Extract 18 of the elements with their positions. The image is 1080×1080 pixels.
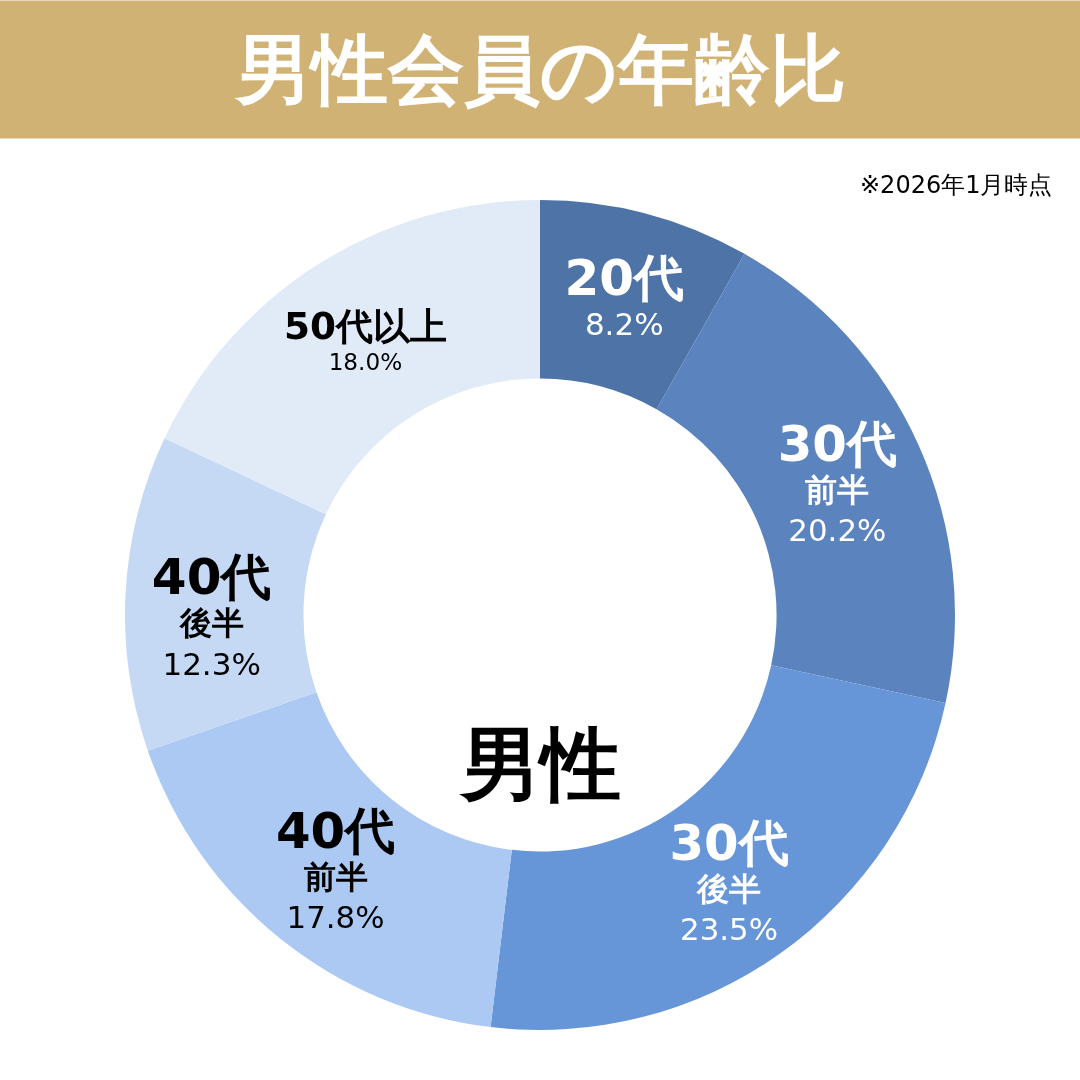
data-label: 8.2% bbox=[584, 305, 664, 342]
text: 男性 bbox=[459, 718, 621, 811]
slice-label: 50代以上 bbox=[283, 304, 447, 349]
data-label: 12.3% bbox=[162, 645, 261, 682]
slice-label: 20代 bbox=[564, 248, 685, 307]
donut-slice bbox=[125, 438, 326, 751]
donut-slice bbox=[540, 200, 745, 410]
data-label: 23.5% bbox=[680, 910, 778, 947]
slice-label: 40代後半 bbox=[151, 548, 272, 643]
chart-title: 男性会員の年齢比 bbox=[234, 25, 846, 114]
donut-slice bbox=[164, 200, 540, 515]
slice-label: 40代前半 bbox=[275, 801, 396, 897]
data-label: 20.2% bbox=[788, 512, 887, 549]
slice-label: 30代前半 bbox=[777, 415, 897, 510]
slice-label: 30代後半 bbox=[669, 813, 789, 908]
data-label: 17.8% bbox=[286, 899, 385, 936]
data-label: 18.0% bbox=[328, 347, 403, 375]
text: ※2026年1月時点 bbox=[860, 171, 1053, 199]
